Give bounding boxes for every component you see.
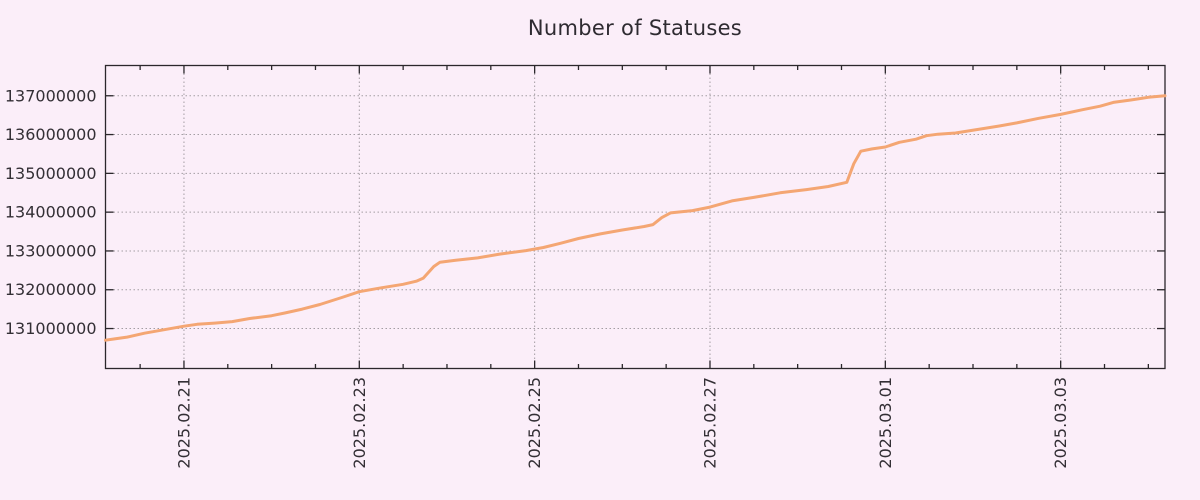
y-tick-label: 132000000 — [5, 280, 97, 299]
y-tick-label: 133000000 — [5, 241, 97, 260]
y-tick-label: 134000000 — [5, 203, 97, 222]
x-tick-label: 2025.03.03 — [1051, 377, 1070, 469]
x-tick-label: 2025.03.01 — [876, 377, 895, 469]
data-line-statuses — [104, 94, 1167, 342]
x-tick-label: 2025.02.23 — [350, 377, 369, 469]
y-tick-label: 131000000 — [5, 319, 97, 338]
y-tick-label: 136000000 — [5, 125, 97, 144]
y-tick-label: 135000000 — [5, 164, 97, 183]
plot-border — [104, 64, 1166, 370]
x-tick-label: 2025.02.21 — [174, 377, 193, 469]
chart-title: Number of Statuses — [527, 16, 743, 40]
y-tick-label: 137000000 — [5, 86, 97, 105]
x-tick-label: 2025.02.25 — [525, 377, 544, 469]
x-tick-label: 2025.02.27 — [700, 377, 719, 469]
